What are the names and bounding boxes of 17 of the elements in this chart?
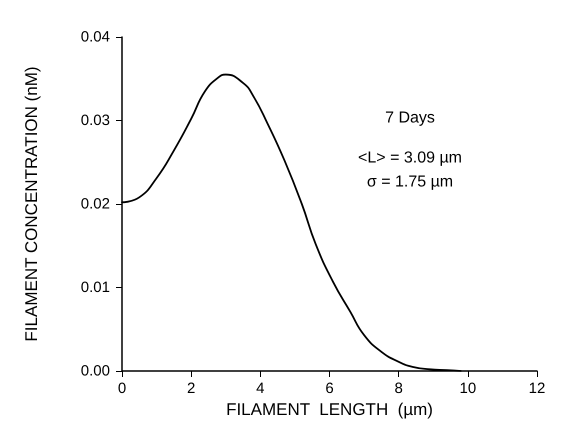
y-tick-label: 0.03: [80, 112, 110, 129]
y-tick-label: 0.04: [80, 28, 110, 46]
x-tick-label: 10: [459, 380, 476, 397]
x-tick-label: 4: [256, 380, 265, 397]
x-tick-label: 0: [118, 380, 126, 397]
annotation: <L> = 3.09 µm: [358, 150, 462, 166]
x-tick-label: 6: [325, 380, 334, 397]
x-tick-label: 2: [186, 380, 196, 397]
x-tick-label: 12: [528, 380, 546, 397]
y-axis-title: FILAMENT CONCENTRATION (nM): [22, 66, 41, 342]
annotation: 7 Days: [385, 110, 435, 126]
annotation: σ = 1.75 µm: [366, 174, 454, 190]
x-tick-label: 8: [394, 380, 403, 397]
y-tick-label: 0.02: [80, 196, 110, 212]
x-axis-title: FILAMENT LENGTH (µm): [226, 400, 433, 419]
y-tick-label: 0.01: [80, 279, 110, 296]
y-tick-label: 0.00: [80, 362, 110, 380]
